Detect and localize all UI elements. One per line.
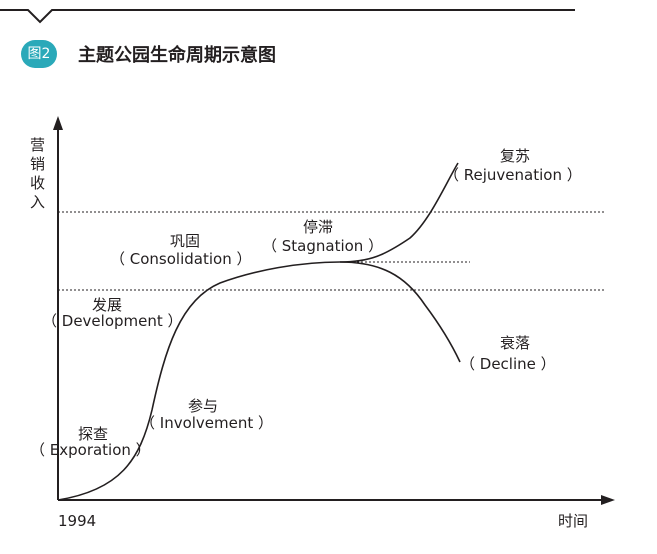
stage-rejuvenation-english: （ Rejuvenation ） <box>444 166 582 184</box>
stage-stagnation-label: 停滞 <box>303 218 333 236</box>
x-axis-start-label: 1994 <box>58 512 96 530</box>
stage-exploration-label: 探查 <box>78 425 108 443</box>
lifecycle-curve <box>57 162 459 501</box>
stage-rejuvenation-label: 复苏 <box>500 147 530 165</box>
y-axis-arrow <box>53 116 63 130</box>
figure-title: 主题公园生命周期示意图 <box>78 45 276 66</box>
figure-number-badge: 图2 <box>21 40 57 68</box>
stage-decline-label: 衰落 <box>500 334 530 352</box>
y-axis-label-char-1: 营 <box>30 136 45 154</box>
stage-consolidation-label: 巩固 <box>170 232 200 250</box>
y-axis-label-char-2: 销 <box>30 155 45 173</box>
stage-involvement-english: （ Involvement ） <box>140 414 273 432</box>
stage-exploration-english: （ Exporation ） <box>30 441 151 459</box>
header-rule <box>0 9 575 24</box>
stage-decline-english: （ Decline ） <box>460 355 556 373</box>
stage-consolidation-english: （ Consolidation ） <box>110 250 251 268</box>
y-axis-label-char-3: 收 <box>30 174 45 192</box>
stage-development-english: （ Development ） <box>42 312 183 330</box>
decline-branch <box>339 261 461 363</box>
stage-involvement-label: 参与 <box>188 397 218 415</box>
y-axis-label-char-4: 入 <box>30 193 45 211</box>
stage-stagnation-english: （ Stagnation ） <box>262 237 383 255</box>
x-axis-label: 时间 <box>558 512 588 530</box>
stage-development-label: 发展 <box>92 296 122 314</box>
x-axis-arrow <box>601 495 615 505</box>
